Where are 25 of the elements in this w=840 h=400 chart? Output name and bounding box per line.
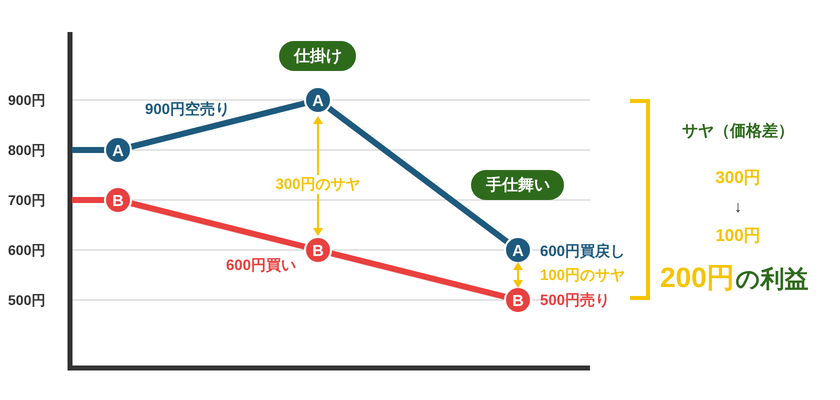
text: A (512, 243, 524, 260)
annotation: 300円のサヤ (275, 176, 361, 193)
annotation: ↓ (734, 199, 742, 216)
annotation: 600円買い (226, 257, 296, 274)
annotation: 100円のサヤ (540, 267, 626, 284)
annotation: 仕掛け (294, 48, 342, 65)
ytick: 800円 (8, 142, 46, 158)
ytick: 600円 (8, 242, 46, 258)
annotation: 100円 (715, 226, 761, 245)
annotation: の利益 (736, 266, 809, 293)
series-label: B (312, 243, 324, 260)
text: B (112, 193, 124, 210)
ytick: 500円 (8, 292, 46, 308)
annotation: 手仕舞い (486, 177, 550, 194)
ytick: 700円 (8, 192, 46, 208)
text: A (112, 143, 124, 160)
ytick: 900円 (8, 92, 46, 108)
annotation: 600円買戻し (540, 243, 626, 260)
annotation: 300円 (715, 168, 761, 187)
annotation: 200円 (660, 262, 735, 293)
annotation: 900円空売り (145, 101, 230, 118)
annotation: 500円売り (540, 292, 610, 309)
annotation: サヤ（価格差） (682, 123, 794, 140)
text: B (512, 293, 524, 310)
series-label: A (312, 93, 324, 110)
